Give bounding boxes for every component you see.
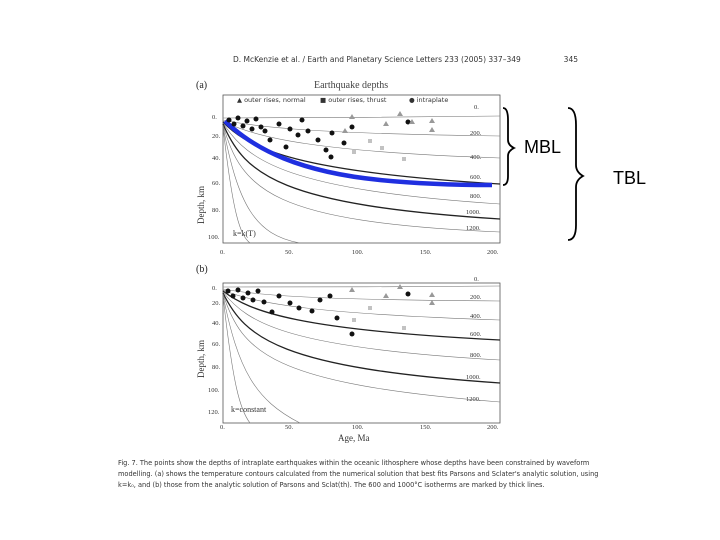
mbl-label: MBL bbox=[524, 137, 562, 157]
ytick: 100. bbox=[208, 387, 220, 394]
ytick: 80. bbox=[212, 207, 221, 214]
x-axis-label: Age, Ma bbox=[338, 433, 370, 443]
journal-header: D. McKenzie et al. / Earth and Planetary… bbox=[233, 55, 578, 64]
contour-label: 600. bbox=[470, 331, 482, 338]
xtick: 100. bbox=[352, 424, 364, 431]
caption-line: k=k₀, and (b) those from the analytic so… bbox=[118, 481, 545, 489]
model-label-a: k=k(T) bbox=[233, 229, 256, 238]
ytick: 40. bbox=[212, 320, 221, 327]
plot-title: Earthquake depths bbox=[314, 80, 389, 91]
plot-frame-b bbox=[222, 282, 501, 424]
ytick: 40. bbox=[212, 155, 221, 162]
panel-b-label: (b) bbox=[196, 264, 208, 275]
ytick: 60. bbox=[212, 180, 221, 187]
contour-label: 1000. bbox=[466, 374, 481, 381]
contour-label: 600. bbox=[470, 174, 482, 181]
isotherms-b bbox=[222, 285, 501, 424]
figure-caption: Fig. 7. The points show the depths of in… bbox=[118, 458, 606, 491]
ytick: 0. bbox=[212, 285, 217, 292]
xtick: 150. bbox=[420, 424, 432, 431]
panel-a-label: (a) bbox=[196, 80, 208, 91]
legend-intraplate: ● intraplate bbox=[409, 96, 449, 104]
ytick: 60. bbox=[212, 341, 221, 348]
contour-label: 200. bbox=[470, 294, 482, 301]
page-number: 345 bbox=[563, 55, 578, 64]
xtick: 200. bbox=[487, 249, 499, 256]
ytick: 0. bbox=[212, 114, 217, 121]
legend-thrust: ■ outer rises, thrust bbox=[320, 96, 387, 104]
xtick: 200. bbox=[487, 424, 499, 431]
quake-points-a bbox=[226, 111, 435, 161]
quake-points-b bbox=[225, 284, 435, 337]
contour-label: 800. bbox=[470, 193, 482, 200]
contour-label: 1000. bbox=[466, 209, 481, 216]
xtick: 150. bbox=[420, 249, 432, 256]
contour-label: 0. bbox=[474, 276, 479, 283]
xtick: 50. bbox=[285, 249, 294, 256]
ytick: 120. bbox=[208, 409, 220, 416]
plot-frame-a bbox=[222, 94, 501, 244]
legend-normal: ▲ outer rises, normal bbox=[237, 96, 306, 104]
contour-label: 400. bbox=[470, 154, 482, 161]
contour-label: 800. bbox=[470, 352, 482, 359]
model-label-b: k=constant bbox=[231, 405, 267, 414]
caption-line: modelling. (a) shows the temperature con… bbox=[118, 470, 599, 478]
xtick: 100. bbox=[352, 249, 364, 256]
contour-label: 400. bbox=[470, 313, 482, 320]
xtick: 50. bbox=[285, 424, 294, 431]
ytick: 100. bbox=[208, 234, 220, 241]
ytick: 20. bbox=[212, 133, 221, 140]
mbl-brace bbox=[502, 107, 517, 186]
tbl-label: TBL bbox=[613, 168, 647, 188]
contour-label: 1200. bbox=[466, 225, 481, 232]
contour-label: 0. bbox=[474, 104, 479, 111]
ytick: 20. bbox=[212, 300, 221, 307]
xtick: 0. bbox=[220, 249, 225, 256]
caption-line: Fig. 7. The points show the depths of in… bbox=[118, 459, 590, 467]
mbl-curve bbox=[223, 119, 493, 188]
xtick: 0. bbox=[220, 424, 225, 431]
ytick: 80. bbox=[212, 364, 221, 371]
citation: D. McKenzie et al. / Earth and Planetary… bbox=[233, 55, 521, 64]
contour-label: 200. bbox=[470, 130, 482, 137]
tbl-brace bbox=[567, 107, 585, 241]
